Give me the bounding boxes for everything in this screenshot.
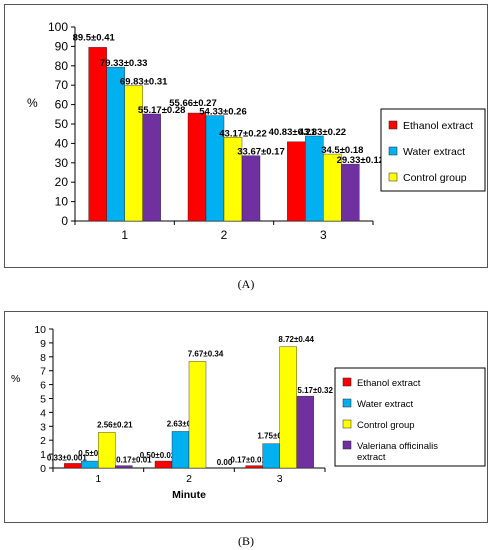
chart-b-x-tick-label: 2 <box>186 473 192 485</box>
chart-b-bar <box>81 460 99 469</box>
chart-a-legend-swatch <box>388 120 398 130</box>
chart-b-data-label: 0.33±0.001 <box>47 453 88 462</box>
chart-a-data-label: 54.33±0.26 <box>199 107 246 118</box>
chart-b-bar <box>115 465 133 469</box>
chart-a-y-axis-label: % <box>27 96 38 110</box>
caption-b: (B) <box>238 534 254 548</box>
chart-b-y-axis-label: % <box>11 373 20 385</box>
chart-a-legend-box <box>380 108 486 192</box>
chart-a-data-label: 89.5±0.41 <box>73 32 116 43</box>
chart-b-legend-box <box>334 367 486 467</box>
chart-b-bar <box>279 346 297 469</box>
chart-b-svg: 0 1 2 3 45 6 7 8 9 10% 1 2 3 Minute 0.33±0.001 0.50±0.0… <box>11 324 486 501</box>
chart-b-y-tick-label: 2 <box>40 435 46 447</box>
chart-b-y-tick-label: 1 <box>40 449 46 461</box>
chart-b-data-label: 8.72±0.44 <box>278 335 314 344</box>
chart-b-y-tick-label: 8 <box>40 352 46 364</box>
chart-a-y-tick-label: 100 <box>48 20 68 34</box>
chart-b-y-tick-label: 9 <box>40 338 46 350</box>
chart-a-y-tick-label: 90 <box>55 39 69 53</box>
chart-a-data-label: 34.5±0.18 <box>321 145 363 156</box>
chart-a-bar <box>287 141 306 222</box>
chart-b-data-label: 0.50±0.02 <box>140 451 176 460</box>
chart-a-data-label: 33.67±0.17 <box>237 147 284 158</box>
chart-b-legend-label: Control group <box>357 420 415 431</box>
chart-b-data-label: 0.17±0.01 <box>230 456 266 465</box>
chart-a-svg: 0 10 20 30 40 50 60 70 80 90 100% 1 2 3 89.5±0.41 55.66… <box>27 20 486 242</box>
chart-panel-a: 0 10 20 30 40 50 60 70 80 90 100% 1 2 3 89.5±0.41 55.66… <box>4 4 488 268</box>
chart-a-data-label: 40.83±0.21 <box>269 127 317 138</box>
chart-b-data-label: 2.63±0.12 <box>167 419 203 428</box>
chart-a-y-tick-label: 0 <box>61 214 68 228</box>
chart-a-bar <box>106 66 125 222</box>
chart-b-bar <box>296 395 314 469</box>
chart-b-data-label: 7.67±0.34 <box>188 349 224 358</box>
chart-a-y-tick-label: 60 <box>55 98 69 112</box>
chart-a-y-tick-label: 10 <box>55 195 69 209</box>
chart-a-data-label: 29.33±0.12 <box>337 155 384 166</box>
chart-a-data-label: 55.17±0.28 <box>138 105 185 116</box>
chart-b-y-tick-label: 3 <box>40 421 46 433</box>
chart-b-legend-swatch <box>342 419 352 429</box>
chart-b-y-tick-label: 7 <box>40 366 46 378</box>
chart-b-data-label: 0.00 <box>217 458 233 467</box>
chart-b-bar <box>171 431 190 469</box>
chart-a-bar <box>341 163 360 222</box>
chart-a-bar <box>142 113 161 222</box>
chart-b-x-axis-label: Minute <box>172 489 206 501</box>
chart-a-legend-label: Water extract <box>403 146 465 158</box>
chart-b-bar <box>98 432 116 469</box>
chart-b-legend-label: Water extract <box>357 399 413 410</box>
chart-b-legend-label: Valeriana officinalis <box>357 441 438 452</box>
chart-a-bar <box>187 112 207 222</box>
chart-a-bar <box>88 47 107 222</box>
chart-a-x-tick-label: 2 <box>221 228 228 242</box>
chart-b-data-label: 0.5±0.01 <box>78 449 110 458</box>
chart-a-x-tick-label: 1 <box>121 228 128 242</box>
chart-b-bar <box>64 463 82 469</box>
chart-a-y-tick-label: 70 <box>55 78 69 92</box>
chart-panel-b: 0 1 2 3 4 5 6 7 8 9 10% 1 2 3 Minute 0.33±0.001 0.50±0.0… <box>4 311 488 523</box>
chart-a-y-tick-label: 20 <box>55 175 69 189</box>
chart-b-y-tick-label: 6 <box>40 380 46 392</box>
caption-a: (A) <box>237 277 255 291</box>
chart-b-legend-swatch <box>342 440 352 450</box>
chart-b-bar <box>245 465 263 469</box>
chart-a-data-label: 43.17±0.22 <box>219 128 266 139</box>
chart-b-y-tick-label: 10 <box>34 324 46 336</box>
chart-b-legend-swatch <box>342 398 352 408</box>
chart-a-data-label: 79.33±0.33 <box>100 58 147 69</box>
chart-a-legend-swatch <box>388 172 398 182</box>
chart-b-y-tick-label: 4 <box>40 407 46 419</box>
chart-a-legend-label: Control group <box>403 172 467 184</box>
chart-b-bar <box>262 443 280 469</box>
chart-b-data-label: 1.75±0.12 <box>257 432 293 441</box>
chart-a-legend-label: Ethanol extract <box>403 120 473 132</box>
chart-a-data-label: 69.83±0.31 <box>120 77 168 88</box>
chart-b-y-tick-label: 0 <box>40 463 46 475</box>
chart-b-y-tick-label: 5 <box>40 394 46 406</box>
chart-b-bar <box>188 361 207 469</box>
chart-a-y-tick-label: 40 <box>55 136 69 150</box>
chart-b-legend-label: extract <box>357 452 386 463</box>
chart-b-data-label: 0.17±0.01 <box>116 456 152 465</box>
chart-b-legend-label: Ethanol extract <box>357 378 421 389</box>
chart-a-data-label: 55.66±0.27 <box>169 98 216 109</box>
chart-a-legend-swatch <box>388 146 398 156</box>
chart-b-legend-swatch <box>342 377 352 387</box>
chart-a-bar <box>241 155 261 222</box>
chart-b-x-tick-label: 3 <box>277 473 283 485</box>
chart-b-data-label: 2.56±0.21 <box>97 420 133 429</box>
chart-a-y-tick-label: 30 <box>55 156 69 170</box>
chart-a-data-label: 43.83±0.22 <box>299 127 346 138</box>
chart-b-data-label: 5.17±0.32 <box>297 386 333 395</box>
chart-a-y-tick-label: 80 <box>55 59 69 73</box>
chart-a-y-tick-label: 50 <box>55 117 69 131</box>
chart-a-x-tick-label: 3 <box>320 228 327 242</box>
chart-b-x-tick-label: 1 <box>95 473 101 485</box>
chart-b-bar <box>154 460 173 469</box>
